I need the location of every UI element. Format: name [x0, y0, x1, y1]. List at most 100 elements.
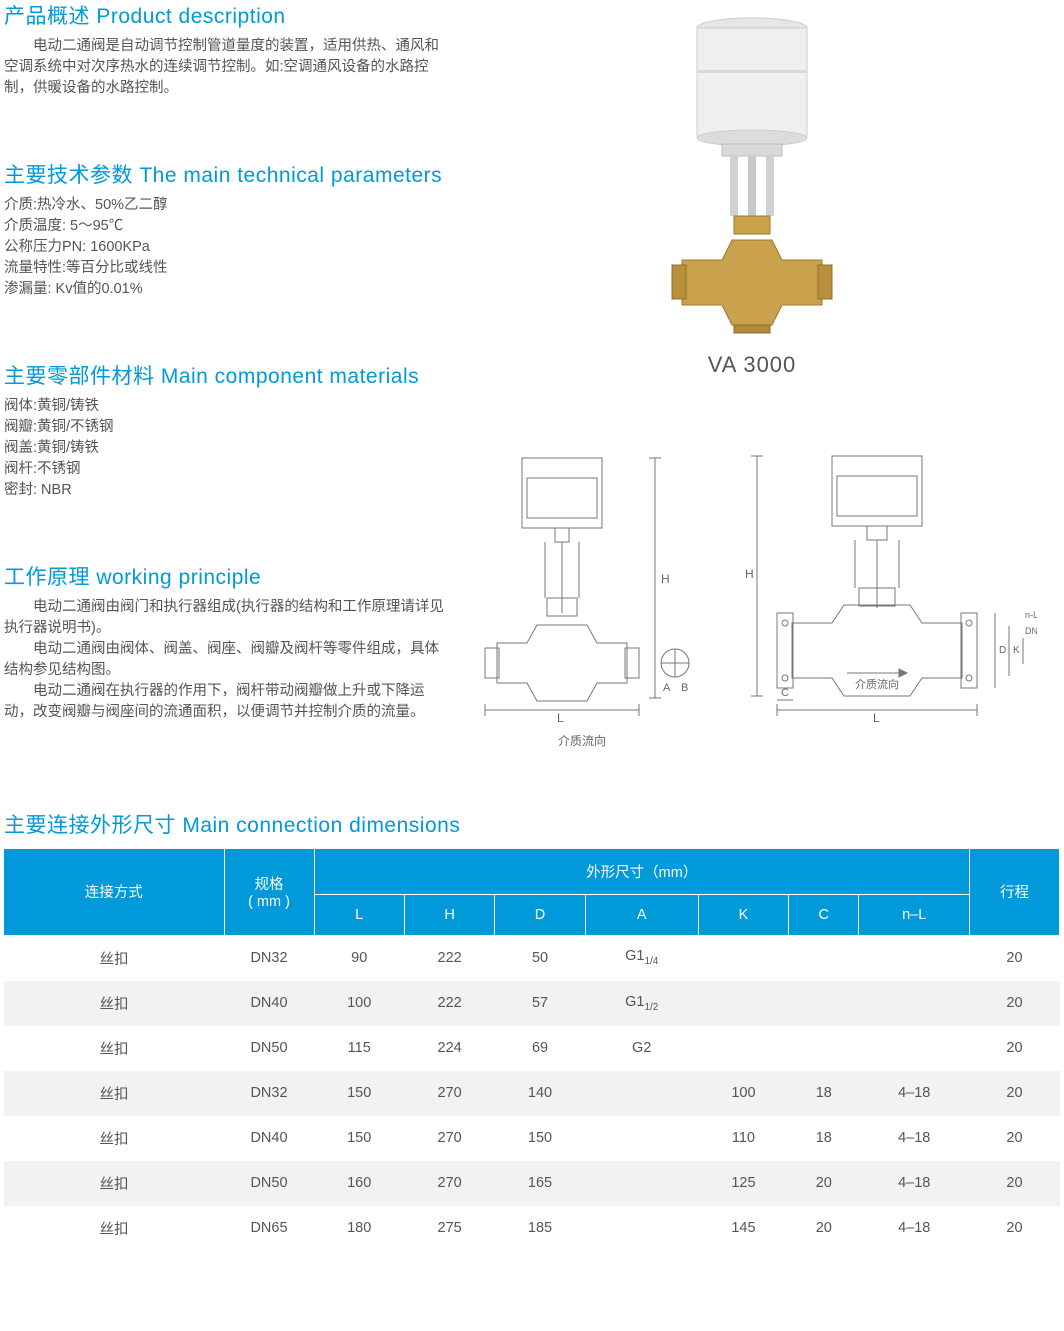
cell-spec: DN50 [224, 1026, 314, 1071]
cell-spec: DN65 [224, 1206, 314, 1251]
cell-nL: 4–18 [859, 1206, 970, 1251]
cell-stroke: 20 [970, 1206, 1060, 1251]
cell-C [789, 935, 859, 981]
cell-D: 50 [495, 935, 585, 981]
cell-A [585, 1071, 698, 1116]
cell-K [698, 981, 788, 1026]
dim-label-nl: n-L [1025, 610, 1037, 620]
th-sub: D [495, 895, 585, 936]
section-description: 产品概述 Product description 电动二通阀是自动调节控制管道量… [4, 0, 444, 99]
cell-H: 222 [404, 981, 494, 1026]
dim-label-k: K [1013, 645, 1020, 656]
valve-product-icon [652, 10, 852, 340]
cell-spec: DN32 [224, 1071, 314, 1116]
product-image [627, 0, 877, 340]
table-row: 丝扣DN32150270140100184–1820 [4, 1071, 1060, 1116]
section-title-materials: 主要零部件材料 Main component materials [4, 360, 444, 390]
cell-L: 90 [314, 935, 404, 981]
cell-L: 150 [314, 1116, 404, 1161]
param-line: 渗漏量: Kv值的0.01% [4, 279, 444, 300]
th-outer: 外形尺寸（mm） [314, 849, 970, 895]
materials-list: 阀体:黄铜/铸铁 阀瓣:黄铜/不锈钢 阀盖:黄铜/铸铁 阀杆:不锈钢 密封: N… [4, 396, 444, 501]
th-conn: 连接方式 [4, 849, 224, 935]
table-row: 丝扣DN65180275185145204–1820 [4, 1206, 1060, 1251]
param-line: 介质:热冷水、50%乙二醇 [4, 195, 444, 216]
cell-stroke: 20 [970, 981, 1060, 1026]
cell-K: 100 [698, 1071, 788, 1116]
cell-K: 145 [698, 1206, 788, 1251]
cell-nL: 4–18 [859, 1116, 970, 1161]
table-row: 丝扣DN329022250G11/420 [4, 935, 1060, 981]
parameters-list: 介质:热冷水、50%乙二醇 介质温度: 5～95℃ 公称压力PN: 1600KP… [4, 195, 444, 300]
cell-A: G2 [585, 1026, 698, 1071]
cell-conn: 丝扣 [4, 1026, 224, 1071]
principle-para: 电动二通阀在执行器的作用下，阀杆带动阀瓣做上升或下降运动，改变阀瓣与阀座间的流通… [4, 681, 444, 723]
cell-H: 270 [404, 1161, 494, 1206]
param-line: 流量特性:等百分比或线性 [4, 258, 444, 279]
cell-conn: 丝扣 [4, 1161, 224, 1206]
th-spec: 规格 ( mm ) [224, 849, 314, 935]
th-sub: L [314, 895, 404, 936]
cell-C [789, 981, 859, 1026]
dim-label-d: D [999, 645, 1006, 656]
cell-nL: 4–18 [859, 1071, 970, 1116]
dim-label-dn: DN [1025, 626, 1037, 636]
cell-stroke: 20 [970, 1116, 1060, 1161]
dim-label-h: H [661, 572, 670, 586]
table-row: 丝扣DN40150270150110184–1820 [4, 1116, 1060, 1161]
cell-conn: 丝扣 [4, 1206, 224, 1251]
section-title-dimensions: 主要连接外形尺寸 Main connection dimensions [4, 809, 1060, 839]
cell-stroke: 20 [970, 1071, 1060, 1116]
cell-H: 224 [404, 1026, 494, 1071]
cell-nL: 4–18 [859, 1161, 970, 1206]
cell-C: 18 [789, 1071, 859, 1116]
dim-label-b: B [681, 682, 688, 694]
diagram-flanged-icon: H L C D K n-L DN 介质流向 [737, 448, 1037, 728]
cell-D: 150 [495, 1116, 585, 1161]
cell-D: 165 [495, 1161, 585, 1206]
cell-A [585, 1161, 698, 1206]
section-title-principle: 工作原理 working principle [4, 561, 444, 591]
table-row: 丝扣DN50160270165125204–1820 [4, 1161, 1060, 1206]
cell-C: 18 [789, 1116, 859, 1161]
product-label: VA 3000 [708, 352, 797, 378]
diagram-flow-label-right: 介质流向 [855, 677, 899, 691]
dim-label-a: A [663, 682, 671, 694]
cell-spec: DN32 [224, 935, 314, 981]
cell-A [585, 1206, 698, 1251]
th-sub: K [698, 895, 788, 936]
cell-L: 100 [314, 981, 404, 1026]
param-line: 介质温度: 5～95℃ [4, 216, 444, 237]
th-stroke: 行程 [970, 849, 1060, 935]
cell-A: G11/2 [585, 981, 698, 1026]
dimensions-table: 连接方式 规格 ( mm ) 外形尺寸（mm） 行程 L H D A K C n… [4, 849, 1060, 1251]
cell-conn: 丝扣 [4, 935, 224, 981]
section-title-description: 产品概述 Product description [4, 0, 444, 30]
cell-nL [859, 935, 970, 981]
table-row: 丝扣DN5011522469G220 [4, 1026, 1060, 1071]
cell-conn: 丝扣 [4, 1071, 224, 1116]
dim-label-l: L [557, 711, 564, 725]
th-sub: H [404, 895, 494, 936]
cell-K [698, 1026, 788, 1071]
cell-H: 222 [404, 935, 494, 981]
cell-spec: DN40 [224, 981, 314, 1026]
description-body: 电动二通阀是自动调节控制管道量度的装置，适用供热、通风和空调系统中对次序热水的连… [4, 36, 444, 99]
th-sub: C [789, 895, 859, 936]
cell-K: 125 [698, 1161, 788, 1206]
cell-nL [859, 981, 970, 1026]
cell-L: 180 [314, 1206, 404, 1251]
diagram-threaded: H L A B 介质流向 [467, 448, 697, 749]
section-materials: 主要零部件材料 Main component materials 阀体:黄铜/铸… [4, 360, 444, 501]
th-sub: A [585, 895, 698, 936]
material-line: 密封: NBR [4, 480, 444, 501]
cell-stroke: 20 [970, 1026, 1060, 1071]
dim-label-c: C [781, 687, 789, 699]
cell-C: 20 [789, 1161, 859, 1206]
dim-label-h2: H [745, 567, 754, 581]
cell-spec: DN50 [224, 1161, 314, 1206]
cell-D: 69 [495, 1026, 585, 1071]
cell-D: 140 [495, 1071, 585, 1116]
cell-C [789, 1026, 859, 1071]
cell-nL [859, 1026, 970, 1071]
